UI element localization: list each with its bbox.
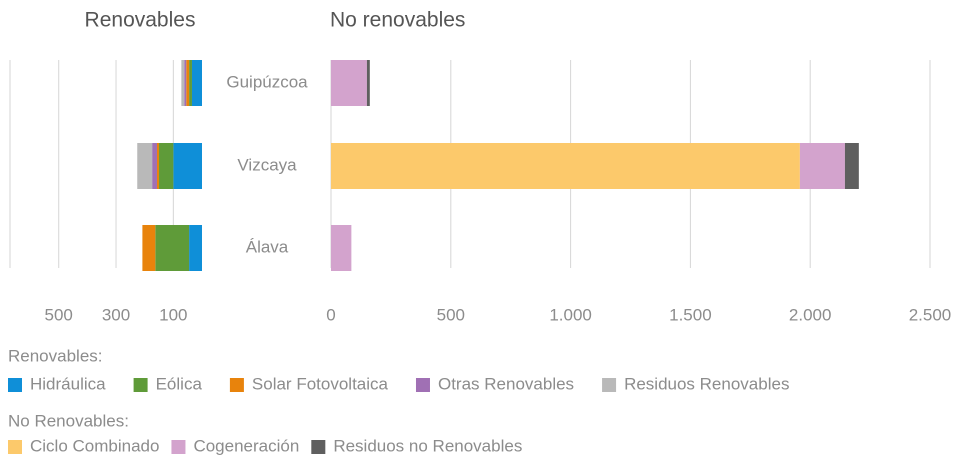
legend-label: Hidráulica	[30, 374, 106, 393]
category-label: Guipúzcoa	[226, 72, 308, 91]
bar-segment	[366, 60, 370, 106]
legend-swatch	[8, 440, 22, 454]
bar-segment	[189, 225, 202, 271]
category-label: Vizcaya	[237, 155, 297, 174]
legend-swatch	[311, 440, 326, 454]
legend-label: Residuos Renovables	[624, 374, 789, 393]
x-tick-label: 2.000	[789, 305, 832, 324]
legend-title: Renovables:	[8, 346, 103, 365]
legend-label: Eólica	[156, 374, 203, 393]
category-label: Álava	[246, 237, 289, 256]
legend-label: Solar Fotovoltaica	[252, 374, 389, 393]
bar-segment	[157, 143, 160, 189]
bar-segment	[331, 225, 352, 271]
legend-swatch	[229, 378, 244, 392]
legend-swatch	[602, 378, 617, 392]
x-tick-label: 500	[437, 305, 465, 324]
legend-swatch	[415, 378, 430, 392]
bar-segment	[184, 60, 187, 106]
legend-swatch	[133, 378, 148, 392]
legend-label: Ciclo Combinado	[30, 436, 159, 455]
bar-segment	[155, 225, 190, 271]
x-tick-label: 2.500	[909, 305, 952, 324]
bar-segment	[189, 60, 192, 106]
legend-label: Cogeneración	[193, 436, 299, 455]
x-tick-label: 500	[45, 305, 73, 324]
x-tick-label: 300	[102, 305, 130, 324]
legend-label: Otras Renovables	[438, 374, 574, 393]
legend-swatch	[171, 440, 186, 454]
legend-label: Residuos no Renovables	[333, 436, 522, 455]
x-tick-label: 100	[159, 305, 187, 324]
x-tick-label: 1.000	[549, 305, 592, 324]
bar-segment	[331, 60, 367, 106]
chart-title: Renovables	[85, 9, 196, 32]
bar-segment	[191, 60, 202, 106]
legend-title: No Renovables:	[8, 411, 129, 430]
bar-segment	[173, 143, 202, 189]
bar-segment	[137, 143, 153, 189]
chart-title: No renovables	[330, 9, 465, 32]
bar-segment	[159, 143, 174, 189]
bar-segment	[186, 60, 190, 106]
bar-segment	[152, 143, 158, 189]
bar-segment	[181, 60, 185, 106]
bar-segment	[799, 143, 845, 189]
bar-segment	[331, 143, 800, 189]
bar-segment	[844, 143, 859, 189]
x-tick-label: 1.500	[669, 305, 712, 324]
bar-segment	[142, 225, 156, 271]
legend-swatch	[8, 378, 22, 392]
x-tick-label: 0	[326, 305, 335, 324]
